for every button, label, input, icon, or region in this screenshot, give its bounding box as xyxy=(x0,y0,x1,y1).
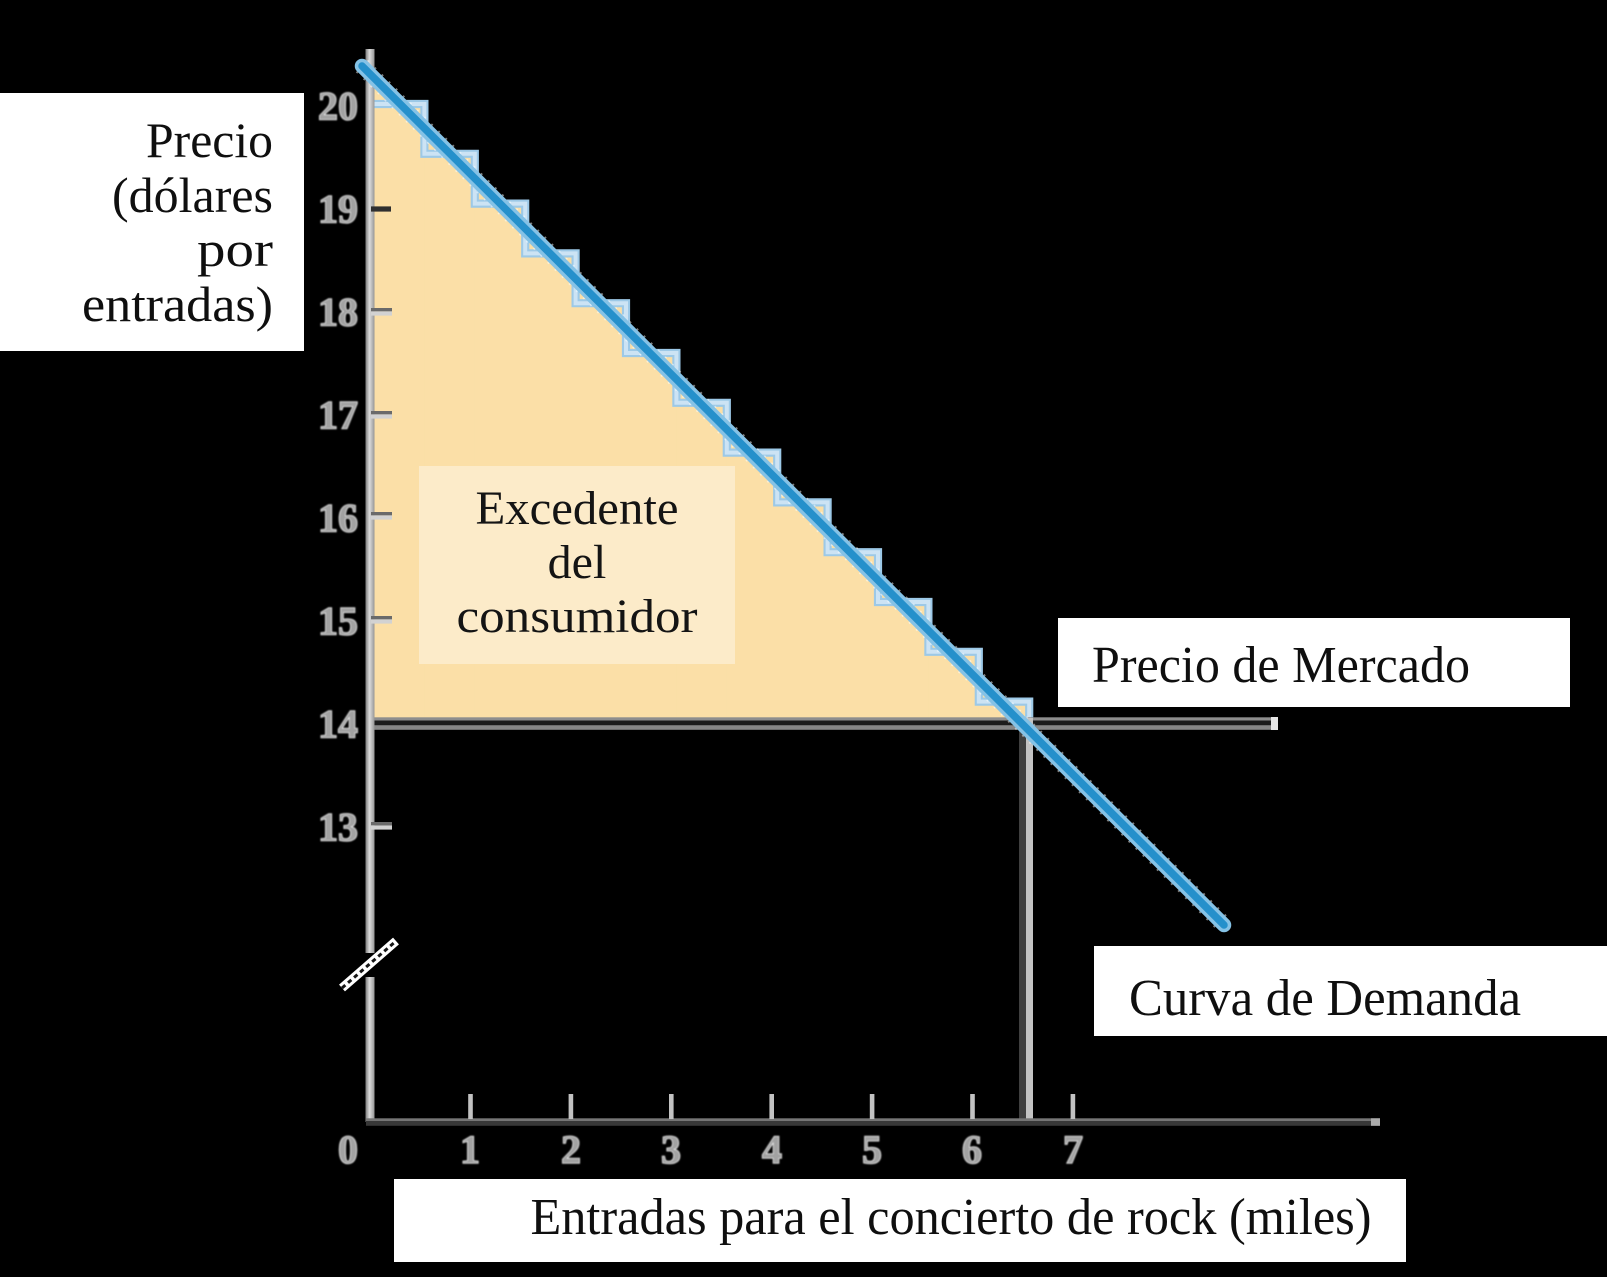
svg-text:15: 15 xyxy=(318,599,358,644)
svg-text:20: 20 xyxy=(318,84,358,129)
svg-text:6: 6 xyxy=(962,1127,982,1172)
svg-text:por: por xyxy=(197,221,273,277)
svg-text:18: 18 xyxy=(318,290,358,335)
svg-text:2: 2 xyxy=(561,1127,581,1172)
svg-text:17: 17 xyxy=(318,393,358,438)
svg-text:1: 1 xyxy=(460,1127,480,1172)
svg-text:Precio de Mercado: Precio de Mercado xyxy=(1092,637,1470,694)
svg-text:Entradas para el concierto de: Entradas para el concierto de rock (mile… xyxy=(531,1189,1372,1246)
svg-text:consumidor: consumidor xyxy=(457,590,698,643)
svg-text:14: 14 xyxy=(318,702,358,747)
svg-text:16: 16 xyxy=(318,496,358,541)
svg-text:7: 7 xyxy=(1063,1127,1083,1172)
svg-text:3: 3 xyxy=(661,1127,681,1172)
svg-text:del: del xyxy=(548,536,607,589)
svg-text:(dólares: (dólares xyxy=(112,167,273,223)
svg-text:Precio: Precio xyxy=(146,112,273,168)
svg-text:4: 4 xyxy=(762,1127,782,1172)
svg-text:entradas): entradas) xyxy=(82,276,273,332)
svg-text:Excedente: Excedente xyxy=(476,482,679,535)
svg-text:Curva de Demanda: Curva de Demanda xyxy=(1129,970,1521,1027)
svg-text:0: 0 xyxy=(338,1127,358,1172)
svg-text:5: 5 xyxy=(862,1127,882,1172)
svg-text:19: 19 xyxy=(318,187,358,232)
svg-text:13: 13 xyxy=(318,805,358,850)
